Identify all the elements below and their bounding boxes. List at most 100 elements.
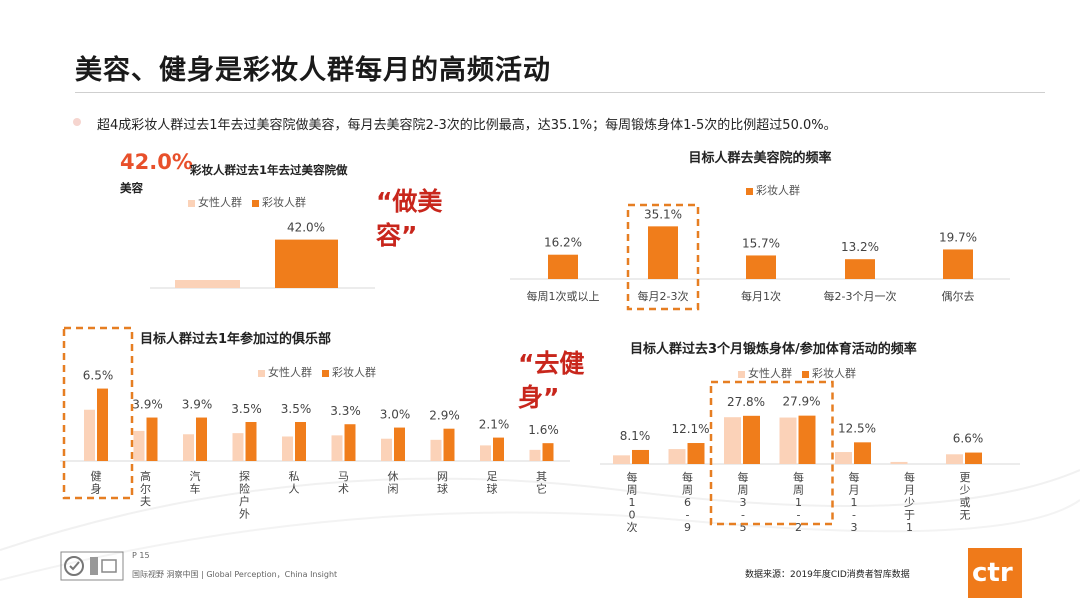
callout-fitness-line1: “去健 <box>518 349 585 378</box>
c3-tick-label-4: 私人 <box>289 470 300 496</box>
c3-tick-label-9: 其它 <box>536 470 547 496</box>
c4-bar-female-1 <box>668 449 686 464</box>
ctr-logo-text: ctr <box>972 558 1013 588</box>
c4-data-label-4: 12.5% <box>838 421 876 435</box>
c4-bar-female-3 <box>779 417 797 464</box>
c2-data-label-1: 35.1% <box>644 207 682 221</box>
c3-bar-female-8 <box>480 445 491 461</box>
c4-bar-makeup-1 <box>687 443 705 464</box>
c4-bar-makeup-2 <box>743 415 760 464</box>
c4-legend-swatch-1 <box>802 371 809 378</box>
c3-tick-label-3: 探险户外 <box>239 470 250 521</box>
c4-tick-label-1: 每周6-9次 <box>682 470 693 532</box>
c4-bar-female-2 <box>724 417 741 464</box>
c3-bar-makeup-7 <box>443 428 455 461</box>
c4-legend-label-1: 彩妆人群 <box>812 366 856 380</box>
background-decoration <box>0 469 1080 581</box>
c4-highlight-box <box>709 380 834 526</box>
callout-beauty-line2: 容” <box>376 221 418 250</box>
callout-beauty: “做美 容” <box>376 185 442 253</box>
c4-tick-label-3: 每周1-2次 <box>793 470 804 532</box>
c3-bar-makeup-2 <box>196 417 207 461</box>
c4-data-label-6: 6.6% <box>953 432 984 446</box>
c3-data-label-0: 6.5% <box>83 369 114 383</box>
c2-title: 目标人群去美容院的频率 <box>688 150 831 166</box>
c4-tick-label-2: 每周3-5次 <box>738 470 749 532</box>
page-title: 美容、健身是彩妆人群每月的高频活动 <box>75 55 551 86</box>
c2-bar-3 <box>845 259 875 279</box>
c4-legend-label-0: 女性人群 <box>748 366 792 380</box>
ctr-logo <box>968 548 1022 598</box>
c4-data-label-1: 12.1% <box>671 422 709 436</box>
highlight-percentage: 42.0% <box>120 150 193 174</box>
c4-bar-makeup-4 <box>854 442 871 464</box>
c3-data-label-1: 3.9% <box>132 398 163 412</box>
c4-tick-label-5: 每月少于1次 <box>904 470 915 532</box>
chart-salon-visit: 女性人群 彩妆人群 42.0% <box>150 195 375 289</box>
c3-tick-label-2: 汽车 <box>190 469 201 496</box>
c3-tick-label-6: 休闲 <box>388 470 399 496</box>
c3-data-label-3: 3.5% <box>231 402 262 416</box>
c4-bar-makeup-6 <box>965 452 982 464</box>
c3-legend-swatch-1 <box>322 370 329 377</box>
data-source: 数据来源：2019年度CID消费者智库数据 <box>745 570 910 580</box>
highlight-description: 彩妆人群过去1年去过美容院做 <box>190 163 348 177</box>
c1-legend-swatch-0 <box>188 200 195 207</box>
c3-bar-female-1 <box>133 430 145 461</box>
c4-legend-swatch-0 <box>738 371 745 378</box>
c3-bar-female-0 <box>84 409 95 461</box>
title-divider <box>75 92 1045 93</box>
c4-bar-female-4 <box>835 452 852 464</box>
footer-tagline: 国际视野 洞察中国 | Global Perception，China Insi… <box>132 570 338 579</box>
c3-bar-makeup-4 <box>295 422 306 461</box>
c2-bar-1 <box>648 226 678 279</box>
c3-legend-label-0: 女性人群 <box>268 365 312 379</box>
c3-data-label-8: 2.1% <box>479 418 510 432</box>
c2-tick-label-2: 每月1次 <box>741 289 781 303</box>
c3-bar-makeup-8 <box>493 437 504 461</box>
c3-legend-swatch-0 <box>258 370 265 377</box>
c1-data-label: 42.0% <box>287 221 325 235</box>
c3-bar-female-3 <box>232 433 244 461</box>
c3-bar-makeup-0 <box>97 388 108 461</box>
c3-bar-female-2 <box>183 434 194 461</box>
certification-logo <box>60 551 124 581</box>
c4-bar-female-6 <box>946 454 963 464</box>
c4-tick-label-4: 每月1-3次 <box>849 470 860 532</box>
c3-tick-label-5: 马术 <box>338 470 349 496</box>
c4-data-label-0: 8.1% <box>620 429 651 443</box>
c2-tick-label-0: 每周1次或以上 <box>527 289 600 303</box>
c3-data-label-2: 3.9% <box>182 398 213 412</box>
c3-bar-makeup-6 <box>394 427 405 461</box>
c3-tick-label-8: 足球 <box>487 470 498 496</box>
c2-data-label-0: 16.2% <box>544 236 582 250</box>
c3-bar-female-5 <box>331 435 343 461</box>
c3-data-label-5: 3.3% <box>330 404 361 418</box>
summary-bullet: 超4成彩妆人群过去1年去过美容院做美容，每月去美容院2-3次的比例最高，达35.… <box>97 118 837 133</box>
c4-tick-label-6: 更少或无 <box>960 471 971 522</box>
c4-data-label-3: 27.9% <box>782 395 820 409</box>
callout-fitness-line2: 身” <box>518 383 560 412</box>
c2-bar-4 <box>943 249 973 279</box>
c1-bar-female <box>175 280 240 288</box>
callout-fitness: “去健 身” <box>518 347 584 415</box>
c3-bar-female-9 <box>529 449 541 461</box>
c4-bar-female-5 <box>890 461 908 464</box>
c3-bar-makeup-3 <box>245 422 257 461</box>
c3-highlight-box <box>62 326 134 500</box>
c3-data-label-7: 2.9% <box>429 409 460 423</box>
page-number: P 15 <box>132 551 150 560</box>
c3-data-label-6: 3.0% <box>380 408 411 422</box>
c2-legend-swatch-0 <box>746 188 753 195</box>
c4-bar-makeup-3 <box>798 415 816 464</box>
c3-bar-makeup-9 <box>542 443 554 461</box>
c3-bar-female-7 <box>430 439 442 461</box>
c4-tick-label-0: 每周10次或以上 <box>627 470 638 532</box>
c3-bar-makeup-1 <box>146 417 158 461</box>
c3-data-label-9: 1.6% <box>528 423 559 437</box>
c4-bar-female-0 <box>613 455 630 464</box>
c3-data-label-4: 3.5% <box>281 402 312 416</box>
